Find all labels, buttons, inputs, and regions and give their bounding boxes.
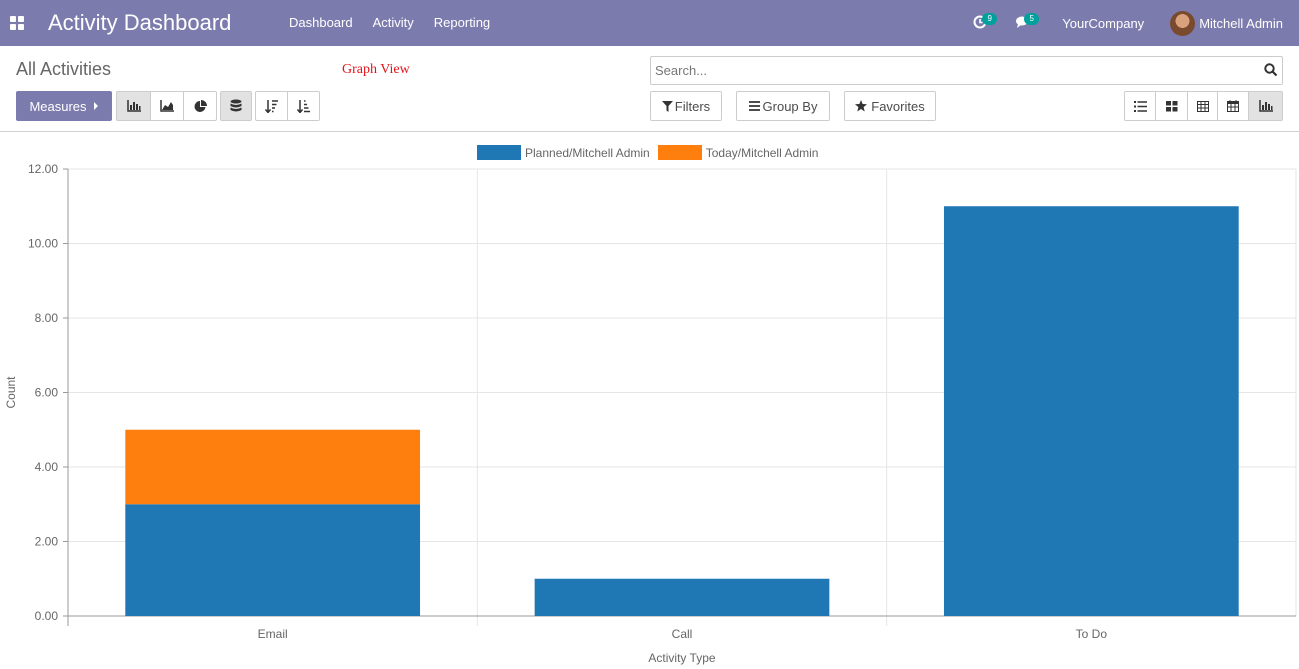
y-tick-label: 12.00 [28,162,58,176]
list-icon [1133,100,1147,112]
bars-icon [748,101,760,111]
bar-chart-icon [126,100,141,112]
legend-label-today: Today/Mitchell Admin [705,145,819,160]
favorites-label: Favorites [871,98,925,114]
stacked-toggle-button[interactable] [220,91,252,121]
x-axis-label: Activity Type [648,651,715,665]
group-by-label: Group By [762,98,818,114]
database-stack-icon [230,99,242,112]
favorites-button[interactable]: Favorites [844,91,936,121]
control-panel: All Activities Graph View Measures Filte… [0,46,1299,132]
activity-count-badge: 9 [982,13,998,25]
kanban-icon [1165,100,1177,111]
calendar-icon [1227,100,1239,112]
user-menu[interactable]: Mitchell Admin [1157,10,1299,36]
app-title: Activity Dashboard [48,10,232,35]
search-icon[interactable] [1264,63,1278,77]
caret-right-icon [93,102,98,110]
area-chart-icon [160,100,174,112]
legend-label-planned: Planned/Mitchell Admin [525,145,650,160]
messaging-menu-button[interactable]: 5 [1007,0,1049,46]
bar-planned[interactable] [125,504,421,616]
star-icon [855,100,868,112]
y-tick-label: 0.00 [35,609,59,623]
chart-legend: Planned/Mitchell Admin Today/Mitchell Ad… [477,145,826,160]
bar-chart: 0.00 2.00 4.00 6.00 8.00 10.00 12.00 Email Call T… [4,162,1297,665]
measures-label: Measures [29,98,87,114]
main-menu: Dashboard Activity Reporting [279,0,500,46]
apps-menu-icon[interactable] [10,16,24,30]
company-switcher[interactable]: YourCompany [1062,15,1145,31]
menu-item-reporting[interactable]: Reporting [433,15,491,30]
calendar-view-button[interactable] [1217,91,1249,121]
search-bar [650,56,1283,85]
y-tick-label: 10.00 [28,237,58,251]
filters-button[interactable]: Filters [650,91,722,121]
top-navbar: Activity Dashboard Dashboard Activity Re… [0,0,1299,46]
y-tick-label: 4.00 [35,460,59,474]
search-input[interactable] [655,60,1255,81]
pie-chart-mode-button[interactable] [183,91,217,121]
graph-view-annotation: Graph View [342,62,410,77]
bar-chart-mode-button[interactable] [116,91,151,121]
measures-button[interactable]: Measures [16,91,112,121]
y-tick-label: 6.00 [35,386,59,400]
graph-view-button[interactable] [1248,91,1283,121]
filters-label: Filters [674,98,711,114]
sort-ascending-icon [296,99,310,113]
graph-view: Planned/Mitchell Admin Today/Mitchell Ad… [0,133,1299,669]
y-axis-label: Count [4,376,18,409]
user-name: Mitchell Admin [1199,15,1283,31]
bar-today[interactable] [125,429,421,505]
sort-ascending-button[interactable] [287,91,320,121]
kanban-view-button[interactable] [1155,91,1188,121]
bar-chart-icon [1258,100,1273,112]
y-tick-label: 2.00 [35,535,59,549]
legend-swatch-today [657,145,702,160]
bar-planned[interactable] [534,578,830,616]
activity-menu-button[interactable]: 9 [965,0,1007,46]
x-tick-label: Email [258,627,288,641]
group-by-button[interactable]: Group By [736,91,830,121]
table-icon [1196,100,1209,112]
pie-chart-icon [194,99,207,112]
legend-item-planned[interactable]: Planned/Mitchell Admin [477,145,650,160]
bar-planned[interactable] [943,206,1239,616]
menu-item-dashboard[interactable]: Dashboard [289,15,353,30]
breadcrumb[interactable]: All Activities [16,59,112,79]
filter-icon [661,100,673,112]
sort-descending-icon [264,99,278,113]
legend-swatch-planned [477,145,521,160]
pivot-view-button[interactable] [1187,91,1218,121]
list-view-button[interactable] [1124,91,1156,121]
x-tick-label: Call [672,627,693,641]
y-tick-label: 8.00 [35,311,59,325]
menu-item-activity[interactable]: Activity [372,15,414,30]
sort-descending-button[interactable] [255,91,288,121]
message-count-badge: 5 [1024,13,1040,25]
x-tick-label: To Do [1076,627,1108,641]
avatar [1170,10,1196,36]
legend-item-today[interactable]: Today/Mitchell Admin [657,145,819,160]
systray: 9 5 YourCompany Mitchell Admin [965,0,1299,46]
line-chart-mode-button[interactable] [150,91,184,121]
